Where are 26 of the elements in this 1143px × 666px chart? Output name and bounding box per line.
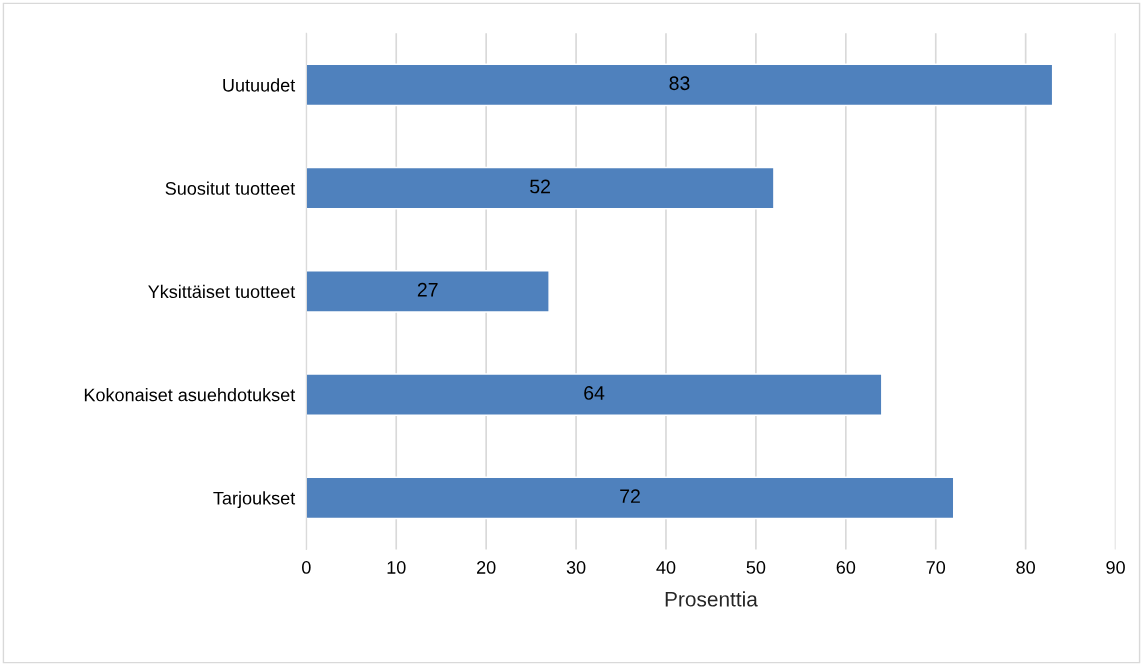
x-tick-label: 20 bbox=[477, 561, 496, 574]
x-tick-label: 10 bbox=[387, 561, 406, 574]
data-label: 27 bbox=[417, 282, 438, 297]
y-tick-label: Suositut tuotteet bbox=[165, 181, 296, 195]
x-tick-label: 60 bbox=[836, 561, 856, 574]
y-tick-label: Yksittäiset tuotteet bbox=[148, 284, 296, 299]
data-label: 64 bbox=[584, 386, 605, 400]
bar bbox=[306, 166, 775, 210]
bar bbox=[306, 270, 550, 313]
y-tick-label: Tarjoukset bbox=[213, 491, 296, 509]
data-label: 52 bbox=[530, 179, 550, 194]
bar bbox=[306, 373, 883, 416]
y-tick-label: Uutuudet bbox=[223, 78, 296, 92]
bar bbox=[306, 476, 955, 520]
x-tick-label: 0 bbox=[302, 561, 311, 574]
data-label: 72 bbox=[620, 489, 640, 503]
data-label: 83 bbox=[669, 76, 690, 91]
bar bbox=[306, 63, 1054, 107]
x-tick-label: 90 bbox=[1106, 561, 1125, 574]
x-axis-title: Prosenttia bbox=[665, 591, 758, 607]
x-tick-label: 30 bbox=[566, 561, 586, 574]
y-tick-label: Kokonaiset asuehdotukset bbox=[84, 388, 296, 402]
x-tick-label: 70 bbox=[926, 561, 946, 574]
x-tick-label: 80 bbox=[1016, 561, 1035, 574]
x-tick-label: 40 bbox=[656, 561, 676, 574]
x-tick-label: 50 bbox=[746, 561, 766, 574]
